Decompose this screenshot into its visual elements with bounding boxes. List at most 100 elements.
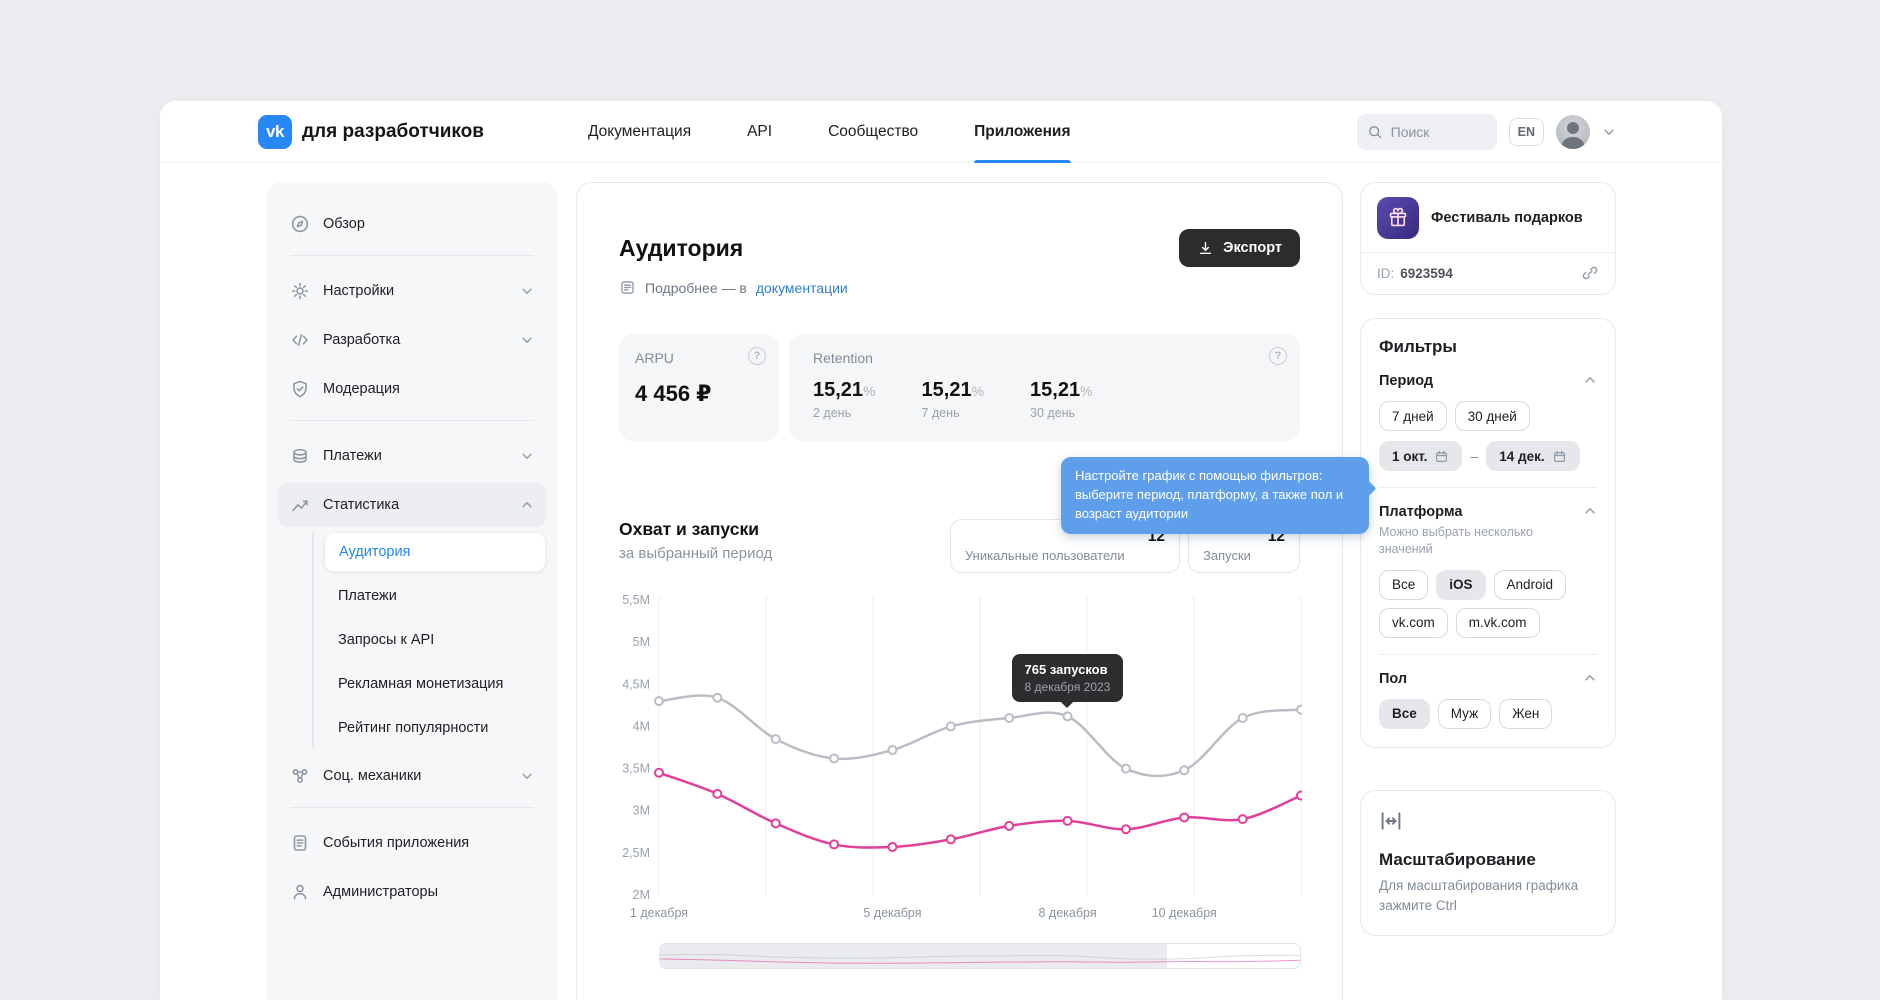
retention-day30: 15,21% 30 день (1030, 379, 1093, 420)
sidebar-item-development[interactable]: Разработка (278, 318, 546, 362)
sidebar-item-app-events[interactable]: События приложения (278, 821, 546, 865)
page-title: Аудитория (619, 234, 744, 261)
section-subtitle: за выбранный период (619, 545, 773, 562)
chevron-up-icon (522, 502, 532, 508)
avatar[interactable] (1556, 114, 1590, 149)
svg-text:2M: 2M (633, 888, 650, 902)
platform-chip-android[interactable]: Android (1493, 569, 1567, 600)
submenu-item-popularity-rating[interactable]: Рейтинг популярности (338, 720, 489, 736)
export-button[interactable]: Экспорт (1179, 229, 1300, 267)
sidebar-item-settings[interactable]: Настройки (278, 269, 546, 313)
submenu-item-ad-monetization[interactable]: Рекламная монетизация (338, 676, 504, 692)
search-box[interactable] (1356, 113, 1497, 150)
compass-icon (291, 215, 309, 233)
chart-trend-icon (292, 500, 308, 512)
date-to-picker[interactable]: 14 дек. (1486, 441, 1580, 471)
submenu-item-api-requests[interactable]: Запросы к API (338, 632, 435, 648)
svg-text:3,5M: 3,5M (622, 762, 650, 776)
sidebar: Обзор Настройки Разработка Модерация Пла… (266, 182, 558, 1000)
chevron-down-icon (522, 337, 532, 343)
svg-text:4,5M: 4,5M (622, 677, 650, 691)
sidebar-item-statistics[interactable]: Статистика (278, 483, 546, 527)
kpi-cards: ARPU ? 4 456 ₽ Retention ? 15,21% 2 день… (619, 334, 1300, 441)
divider (290, 255, 534, 256)
onboarding-tooltip: Настройте график с помощью фильтров: выб… (1061, 457, 1369, 534)
shield-check-icon (293, 380, 307, 398)
gender-chip-all[interactable]: Все (1379, 698, 1430, 729)
topbar-right: EN (1356, 113, 1616, 150)
chart-range-scrubber[interactable] (659, 943, 1301, 969)
svg-text:1 декабря: 1 декабря (630, 906, 688, 920)
arpu-card: ARPU ? 4 456 ₽ (619, 334, 779, 441)
chevron-up-icon (1585, 674, 1595, 681)
svg-text:2,5M: 2,5M (622, 846, 650, 860)
period-chip-7days[interactable]: 7 дней (1379, 401, 1447, 431)
period-chip-30days[interactable]: 30 дней (1454, 401, 1530, 431)
documentation-link[interactable]: документации (755, 279, 848, 296)
svg-text:5,5M: 5,5M (622, 593, 650, 607)
line-chart[interactable]: 5,5M 5M 4,5M 4M 3,5M 3M 2,5M 2M 1 декабря 5 декаб… (619, 589, 1306, 931)
divider (1379, 487, 1597, 488)
platform-chip-mvkcom[interactable]: m.vk.com (1455, 607, 1540, 638)
submenu-item-payments[interactable]: Платежи (338, 588, 397, 604)
app-info-card: Фестиваль подарков ID: 6923594 (1360, 182, 1616, 295)
nav-community[interactable]: Сообщество (828, 122, 919, 140)
gender-chip-female[interactable]: Жен (1499, 698, 1553, 729)
app-id-value: 6923594 (1400, 265, 1453, 281)
date-range-dash: – (1470, 448, 1479, 464)
section-title: Охват и запуски (619, 519, 759, 539)
docs-note: Подробнее — в документации (619, 279, 1300, 296)
statistics-submenu: Аудитория Платежи Запросы к API Рекламна… (312, 532, 546, 748)
nav-documentation[interactable]: Документация (587, 122, 692, 140)
period-section-header[interactable]: Период (1379, 373, 1597, 389)
scrubber-sparkline (660, 954, 1300, 964)
retention-card: Retention ? 15,21% 2 день 15,21% 7 день … (789, 334, 1300, 441)
platform-section-header[interactable]: Платформа Можно выбрать несколько значен… (1379, 504, 1597, 558)
retention-label: Retention (813, 350, 873, 366)
gender-chip-male[interactable]: Муж (1437, 698, 1492, 729)
scale-arrows-icon (1381, 812, 1401, 830)
calendar-icon (1553, 450, 1565, 462)
gender-section-header[interactable]: Пол (1379, 671, 1597, 687)
help-icon[interactable]: ? (748, 347, 766, 365)
user-icon (293, 884, 307, 900)
gear-icon (291, 282, 309, 300)
retention-day2: 15,21% 2 день (813, 379, 876, 420)
platform-chip-vkcom[interactable]: vk.com (1379, 607, 1448, 638)
divider (1361, 252, 1615, 253)
svg-text:8 декабря: 8 декабря (1038, 906, 1096, 920)
sidebar-item-payments[interactable]: Платежи (278, 434, 546, 478)
divider (290, 420, 534, 421)
app-name: Фестиваль подарков (1431, 210, 1583, 226)
language-switcher[interactable]: EN (1508, 117, 1544, 146)
submenu-item-audience[interactable]: Аудитория (324, 532, 546, 572)
nav-api[interactable]: API (747, 122, 773, 140)
chevron-up-icon (1585, 508, 1595, 514)
app-avatar (1377, 197, 1419, 239)
zoom-hint-title: Масштабирование (1379, 850, 1536, 869)
sidebar-item-administrators[interactable]: Администраторы (278, 870, 546, 914)
network-icon (292, 768, 308, 784)
nav-apps[interactable]: Приложения (974, 101, 1071, 163)
chevron-down-icon (522, 288, 532, 294)
divider (290, 807, 534, 808)
brand[interactable]: vk для разработчиков (258, 114, 484, 149)
sidebar-item-overview[interactable]: Обзор (278, 202, 546, 246)
sidebar-item-social-mechanics[interactable]: Соц. механики (278, 754, 546, 798)
date-from-picker[interactable]: 1 окт. (1379, 441, 1463, 471)
sidebar-item-moderation[interactable]: Модерация (278, 367, 546, 411)
svg-text:4M: 4M (633, 719, 650, 733)
platform-chip-ios[interactable]: iOS (1436, 569, 1486, 600)
gift-icon (1389, 207, 1407, 227)
chevron-up-icon (1585, 377, 1595, 383)
link-icon[interactable] (1581, 264, 1599, 282)
search-input[interactable] (1390, 123, 1483, 140)
chevron-down-icon[interactable] (1602, 125, 1616, 139)
help-icon[interactable]: ? (1269, 347, 1287, 365)
filters-title: Фильтры (1379, 337, 1457, 356)
download-icon (1200, 241, 1212, 254)
svg-text:3M: 3M (633, 804, 650, 818)
audience-chart[interactable]: 5,5M 5M 4,5M 4M 3,5M 3M 2,5M 2M 1 декабря 5 декаб… (619, 589, 1306, 931)
platform-chip-all[interactable]: Все (1379, 569, 1429, 600)
